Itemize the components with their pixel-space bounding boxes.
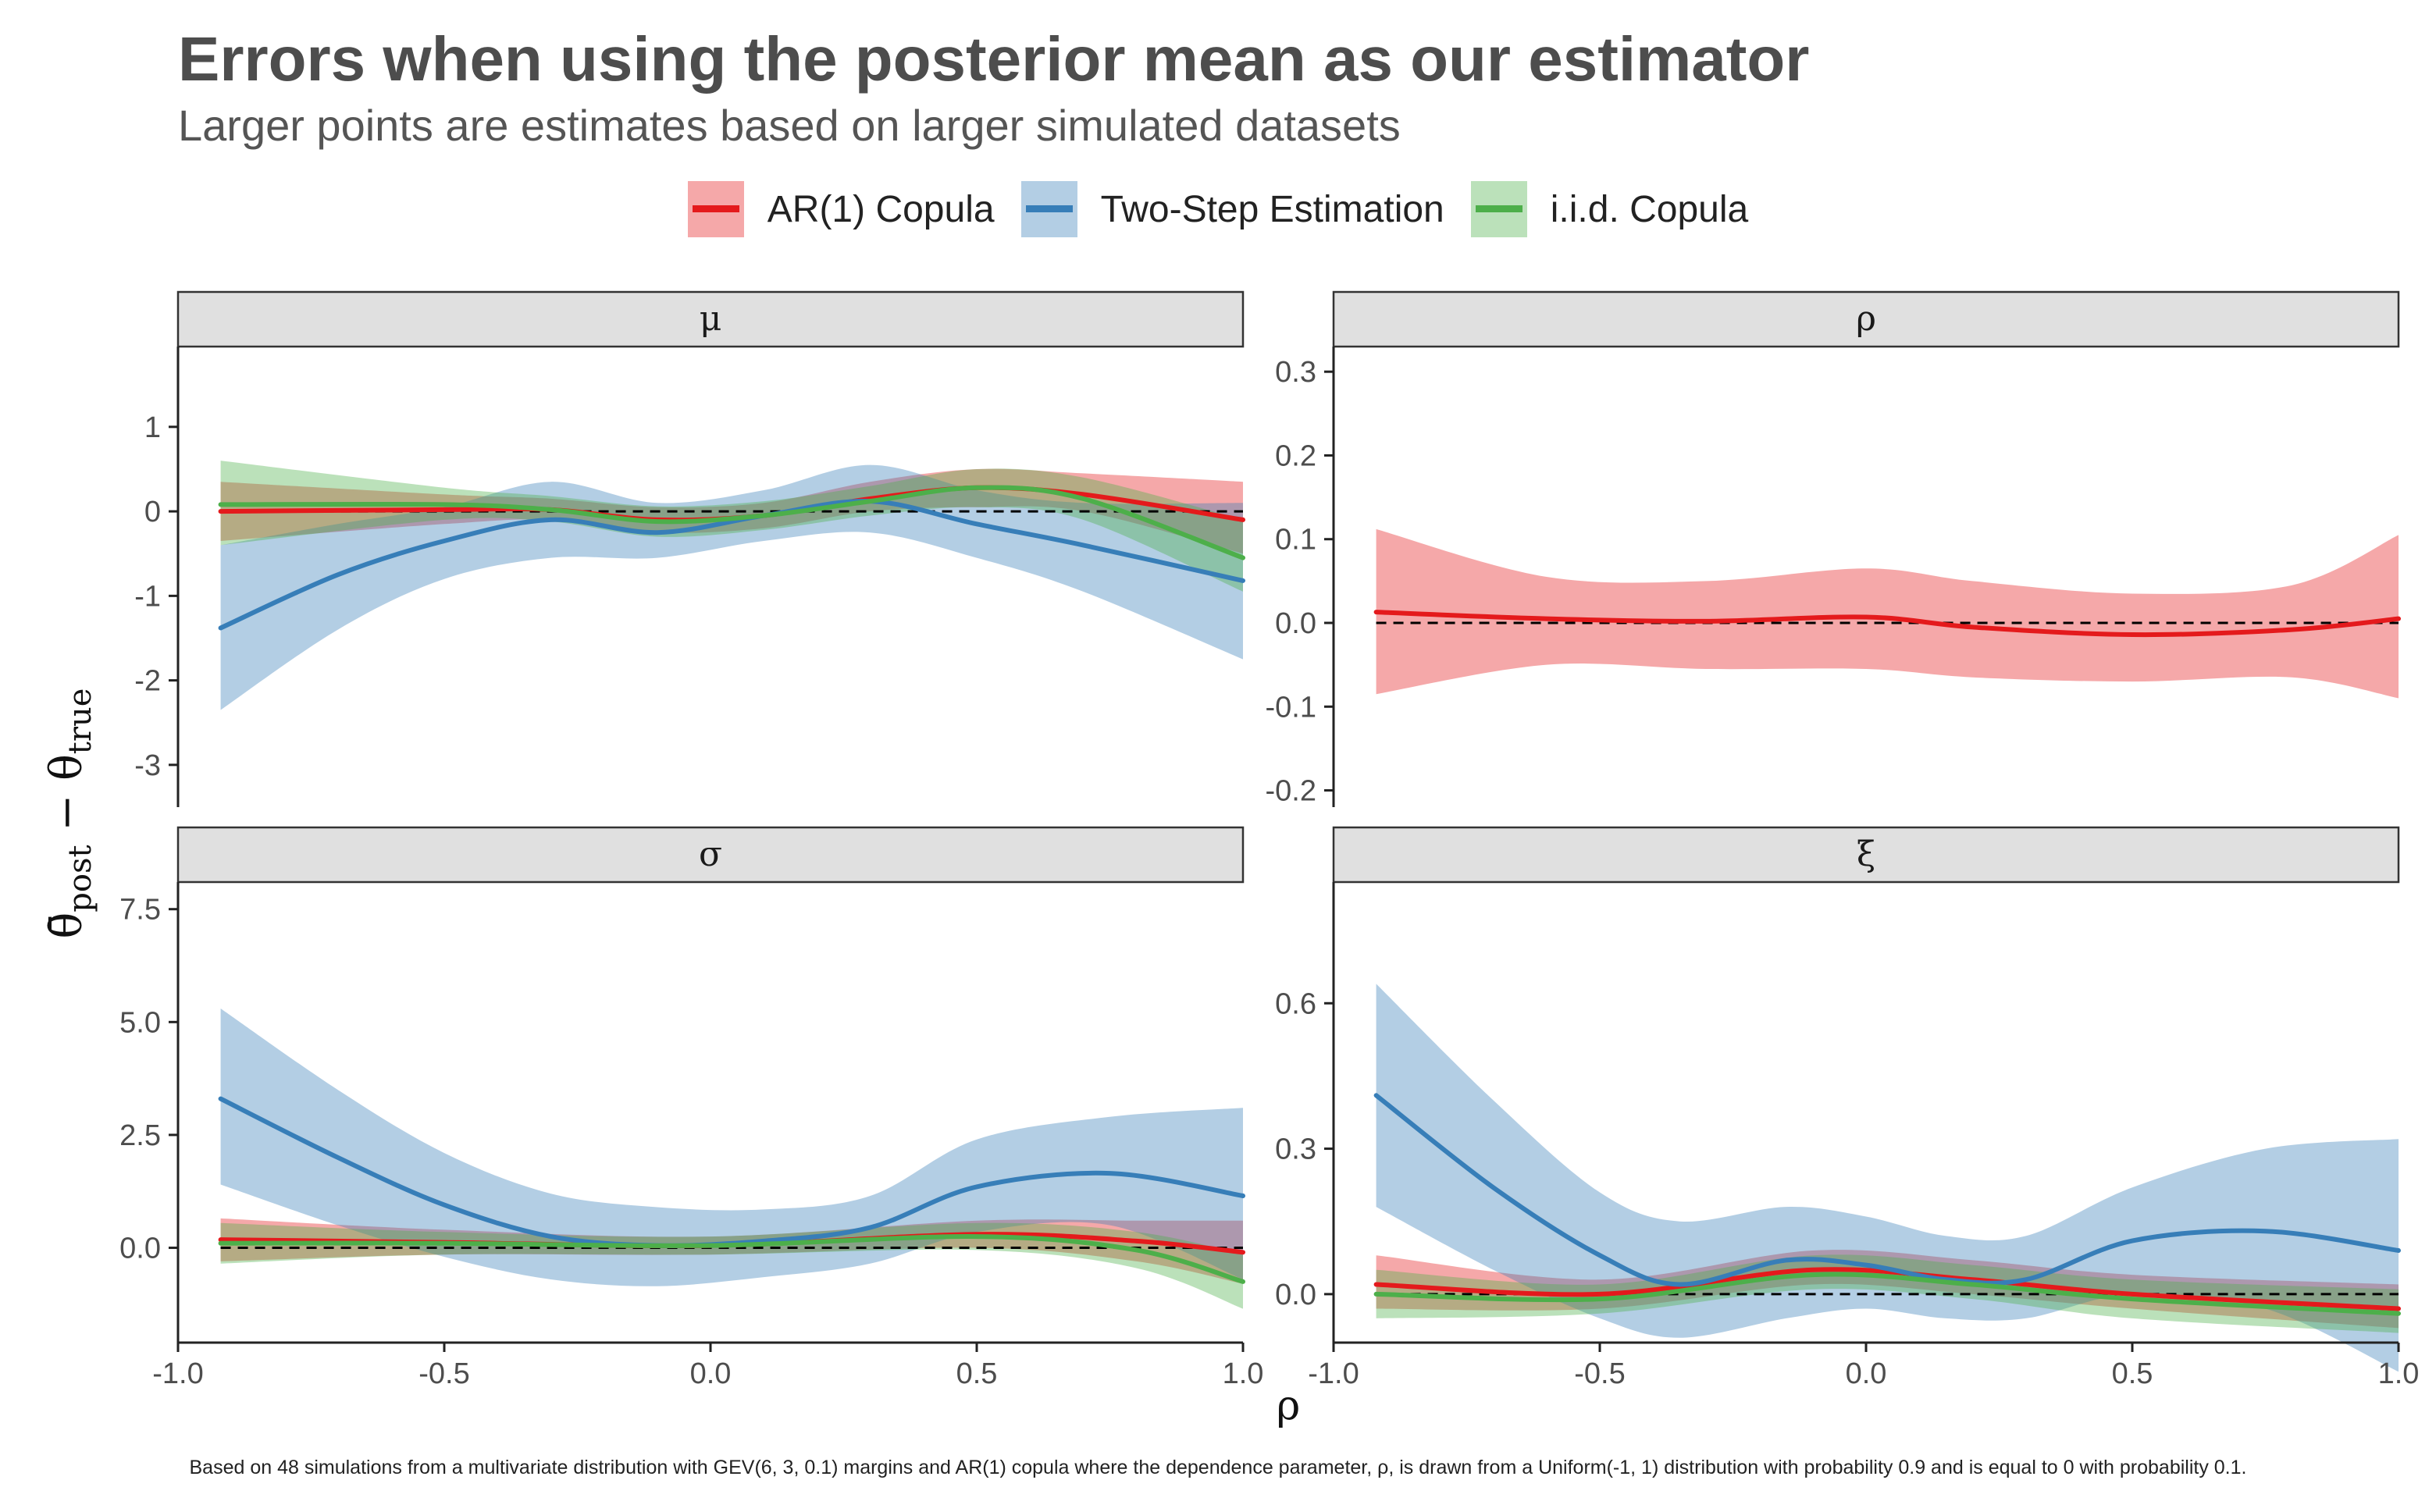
- facet-strip: [1332, 826, 2400, 884]
- x-tick-label: 0.0: [690, 1357, 732, 1390]
- legend-label-ar1: AR(1) Copula: [767, 188, 995, 230]
- confidence-band-i-i-d-copula: [1376, 1254, 2399, 1333]
- x-axis-title: ρ: [1277, 1382, 1301, 1429]
- y-tick-label: 2.5: [119, 1119, 161, 1152]
- panel-0: μ 1 0 -1 -2 -3: [134, 290, 1245, 807]
- chart-title: Errors when using the posterior mean as …: [178, 24, 1810, 94]
- facet-strip-label: ρ: [1856, 299, 1876, 339]
- y-tick-label: 0.0: [1275, 1279, 1316, 1311]
- legend-label-two-step: Two-Step Estimation: [1100, 188, 1444, 230]
- facet-strip-label: σ: [699, 834, 722, 874]
- y-tick-label: 0.1: [1275, 524, 1316, 557]
- confidence-band-ar-1-copula: [1376, 528, 2399, 699]
- x-tick-label: -0.5: [1574, 1357, 1625, 1390]
- facet-strip-label: μ: [700, 299, 722, 339]
- x-tick-label: 0.5: [956, 1357, 998, 1390]
- facet-strip: [176, 826, 1245, 884]
- facet-strip: [176, 290, 1245, 348]
- facet-strip: [1332, 290, 2400, 348]
- y-tick-label: -3: [134, 749, 161, 782]
- legend-item-ar1: AR(1) Copula: [687, 181, 995, 237]
- legend-item-iid: i.i.d. Copula: [1470, 181, 1749, 237]
- y-tick-label: 5.0: [119, 1006, 161, 1039]
- x-tick-label: 0.0: [1846, 1357, 1887, 1390]
- series-line-i-i-d-copula: [1373, 1272, 2401, 1316]
- facet-strip-label: ξ: [1857, 834, 1875, 874]
- confidence-band-two-step-estimation: [1376, 984, 2399, 1372]
- series-line-i-i-d-copula: [218, 1234, 1245, 1284]
- y-tick-label: 0.6: [1275, 987, 1316, 1020]
- legend: AR(1) Copula Two-Step Estimation i.i.d. …: [0, 178, 2436, 240]
- panel-2: σ -1.0 -0.5 0.0 0.5 1.0 7.5 5.0 2.5 0.0: [119, 826, 1264, 1390]
- y-tick-label: 1: [144, 411, 161, 444]
- y-tick-label: -2: [134, 665, 161, 698]
- x-tick-label: 0.5: [2112, 1357, 2153, 1390]
- y-tick-label: 0.3: [1275, 356, 1316, 389]
- y-tick-label: -0.2: [1266, 775, 1316, 808]
- confidence-band-i-i-d-copula: [220, 461, 1244, 592]
- legend-label-iid: i.i.d. Copula: [1550, 188, 1749, 230]
- y-axis-title: θ̄post − θtrue: [41, 688, 98, 939]
- y-tick-label: 0.0: [1275, 607, 1316, 640]
- y-tick-label: -1: [134, 580, 161, 613]
- chart-subtitle: Larger points are estimates based on lar…: [178, 101, 1401, 150]
- x-tick-label: 1.0: [2378, 1357, 2420, 1390]
- panel-1: ρ 0.3 0.2 0.1 0.0 -0.1 -0.2: [1266, 290, 2401, 808]
- confidence-band-ar-1-copula: [1376, 1250, 2399, 1329]
- x-tick-label: -1.0: [1308, 1357, 1359, 1390]
- series-line-two-step-estimation: [218, 498, 1245, 631]
- x-tick-label: 1.0: [1223, 1357, 1264, 1390]
- panel-3: ξ -1.0 -0.5 0.0 0.5 1.0 0.6 0.3 0.0: [1275, 826, 2420, 1390]
- y-tick-label: 0.2: [1275, 439, 1316, 472]
- legend-item-two-step: Two-Step Estimation: [1020, 181, 1444, 237]
- y-tick-label: 0.3: [1275, 1133, 1316, 1166]
- x-tick-label: -0.5: [418, 1357, 469, 1390]
- series-line-two-step-estimation: [1373, 1093, 2401, 1287]
- y-tick-label: -0.1: [1266, 691, 1316, 724]
- series-line-ar-1-copula: [1373, 610, 2401, 638]
- y-tick-label: 7.5: [119, 894, 161, 927]
- x-tick-label: -1.0: [152, 1357, 203, 1390]
- chart-caption: Based on 48 simulations from a multivari…: [189, 1457, 2247, 1478]
- y-tick-label: 0.0: [119, 1233, 161, 1265]
- legend-key-iid: [1470, 181, 1527, 237]
- confidence-band-ar-1-copula: [220, 468, 1244, 554]
- legend-key-ar1: [687, 181, 744, 237]
- y-tick-label: 0: [144, 496, 161, 528]
- legend-key-two-step: [1020, 181, 1077, 237]
- series-line-i-i-d-copula: [218, 485, 1245, 560]
